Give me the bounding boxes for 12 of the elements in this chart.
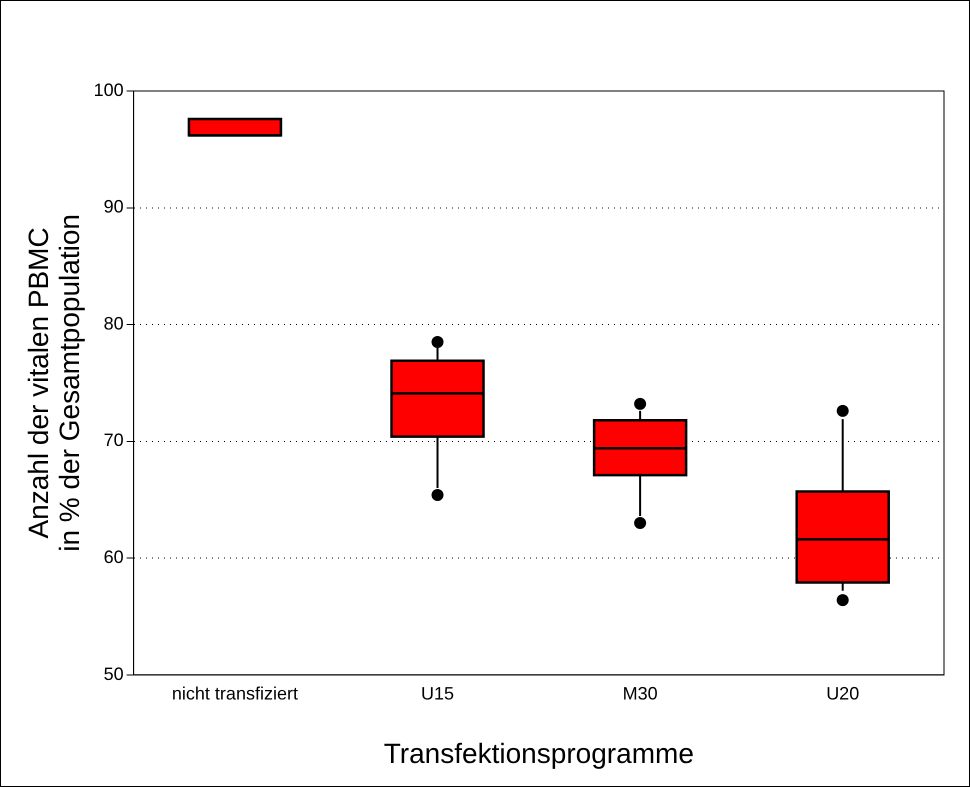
y-tick-label: 80 [104, 313, 124, 334]
x-tick-label: U20 [826, 684, 860, 704]
x-tick-label: nicht transfiziert [172, 684, 298, 704]
y-axis-title: Anzahl der vitalen PBMC in % der Gesamtpopulation [23, 214, 85, 552]
y-tick-label: 60 [104, 547, 124, 568]
y-tick-label: 90 [104, 196, 124, 217]
x-tick-label: M30 [622, 684, 658, 704]
y-tick-label: 50 [104, 664, 124, 684]
y-tick-label: 100 [94, 80, 124, 100]
x-axis-title: Transfektionsprogramme [384, 738, 694, 769]
y-tick-label: 70 [104, 430, 124, 450]
x-tick-label: U15 [421, 684, 454, 704]
